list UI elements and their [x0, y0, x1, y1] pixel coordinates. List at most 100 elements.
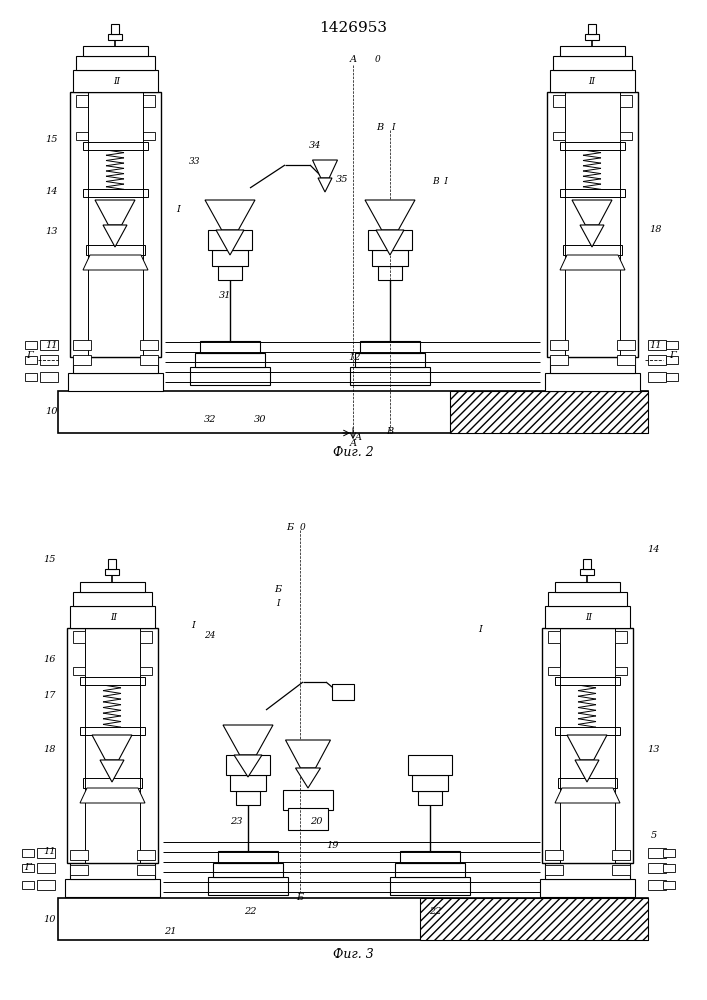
- Text: 18: 18: [44, 746, 57, 754]
- Bar: [65, 879, 160, 897]
- Bar: [550, 355, 568, 365]
- Text: 31: 31: [218, 290, 231, 300]
- Bar: [58, 898, 648, 940]
- Bar: [37, 880, 55, 890]
- Polygon shape: [103, 225, 127, 247]
- Text: 20: 20: [310, 818, 322, 826]
- Bar: [553, 132, 565, 140]
- Bar: [555, 727, 620, 735]
- Text: A: A: [349, 440, 356, 448]
- Bar: [563, 245, 622, 255]
- Bar: [70, 850, 88, 860]
- Bar: [580, 569, 594, 575]
- Text: 15: 15: [46, 135, 58, 144]
- Text: II: II: [114, 77, 120, 86]
- Bar: [648, 880, 666, 890]
- Bar: [666, 341, 678, 349]
- Bar: [663, 864, 675, 872]
- Bar: [70, 606, 155, 628]
- Bar: [230, 775, 266, 791]
- Bar: [372, 250, 408, 266]
- Text: Б: Б: [296, 892, 303, 902]
- Text: 33: 33: [189, 157, 201, 166]
- Polygon shape: [365, 200, 415, 230]
- Bar: [70, 865, 88, 875]
- Bar: [73, 667, 85, 675]
- Bar: [360, 341, 420, 353]
- Bar: [560, 189, 625, 197]
- Bar: [70, 863, 155, 879]
- Bar: [143, 95, 155, 107]
- Bar: [555, 677, 620, 685]
- Bar: [648, 372, 666, 382]
- Bar: [548, 667, 560, 675]
- Bar: [140, 631, 152, 643]
- Bar: [76, 56, 155, 70]
- Polygon shape: [92, 735, 132, 760]
- Bar: [545, 606, 630, 628]
- Bar: [73, 355, 91, 365]
- Bar: [58, 391, 648, 433]
- Bar: [140, 355, 158, 365]
- Bar: [583, 559, 591, 569]
- Bar: [73, 70, 158, 92]
- Bar: [67, 628, 158, 863]
- Text: B: B: [376, 123, 384, 132]
- Polygon shape: [555, 788, 620, 803]
- Bar: [213, 863, 283, 877]
- Bar: [143, 132, 155, 140]
- Bar: [588, 24, 596, 34]
- Polygon shape: [205, 200, 255, 230]
- Bar: [200, 341, 260, 353]
- Bar: [450, 391, 648, 433]
- Text: B: B: [387, 428, 394, 436]
- Bar: [615, 631, 627, 643]
- Bar: [663, 849, 675, 857]
- Text: 19: 19: [327, 840, 339, 850]
- Bar: [22, 881, 34, 889]
- Bar: [40, 372, 58, 382]
- Bar: [617, 355, 635, 365]
- Text: 0: 0: [375, 55, 381, 64]
- Polygon shape: [312, 160, 337, 178]
- Text: Фиг. 3: Фиг. 3: [332, 948, 373, 962]
- Polygon shape: [318, 178, 332, 192]
- Bar: [355, 353, 425, 367]
- Text: 11: 11: [46, 340, 58, 350]
- Bar: [412, 775, 448, 791]
- Text: Г: Г: [25, 863, 31, 872]
- Bar: [83, 189, 148, 197]
- Bar: [612, 850, 630, 860]
- Bar: [663, 881, 675, 889]
- Bar: [418, 791, 442, 805]
- Text: 32: 32: [204, 416, 216, 424]
- Bar: [558, 778, 617, 788]
- Bar: [542, 628, 633, 863]
- Bar: [73, 631, 85, 643]
- Bar: [620, 95, 632, 107]
- Bar: [236, 791, 260, 805]
- Bar: [76, 132, 88, 140]
- Bar: [545, 373, 640, 391]
- Bar: [553, 95, 565, 107]
- Bar: [37, 848, 55, 858]
- Bar: [332, 684, 354, 700]
- Bar: [140, 340, 158, 350]
- Bar: [550, 340, 568, 350]
- Bar: [76, 95, 88, 107]
- Bar: [612, 865, 630, 875]
- Text: II: II: [585, 612, 592, 621]
- Bar: [80, 582, 145, 592]
- Polygon shape: [572, 200, 612, 225]
- Bar: [25, 373, 37, 381]
- Text: 30: 30: [254, 416, 267, 424]
- Bar: [80, 727, 145, 735]
- Bar: [560, 46, 625, 56]
- Bar: [22, 864, 34, 872]
- Bar: [83, 46, 148, 56]
- Bar: [390, 877, 470, 895]
- Polygon shape: [80, 788, 145, 803]
- Text: 35: 35: [336, 176, 349, 184]
- Text: 17: 17: [44, 690, 57, 700]
- Bar: [83, 778, 142, 788]
